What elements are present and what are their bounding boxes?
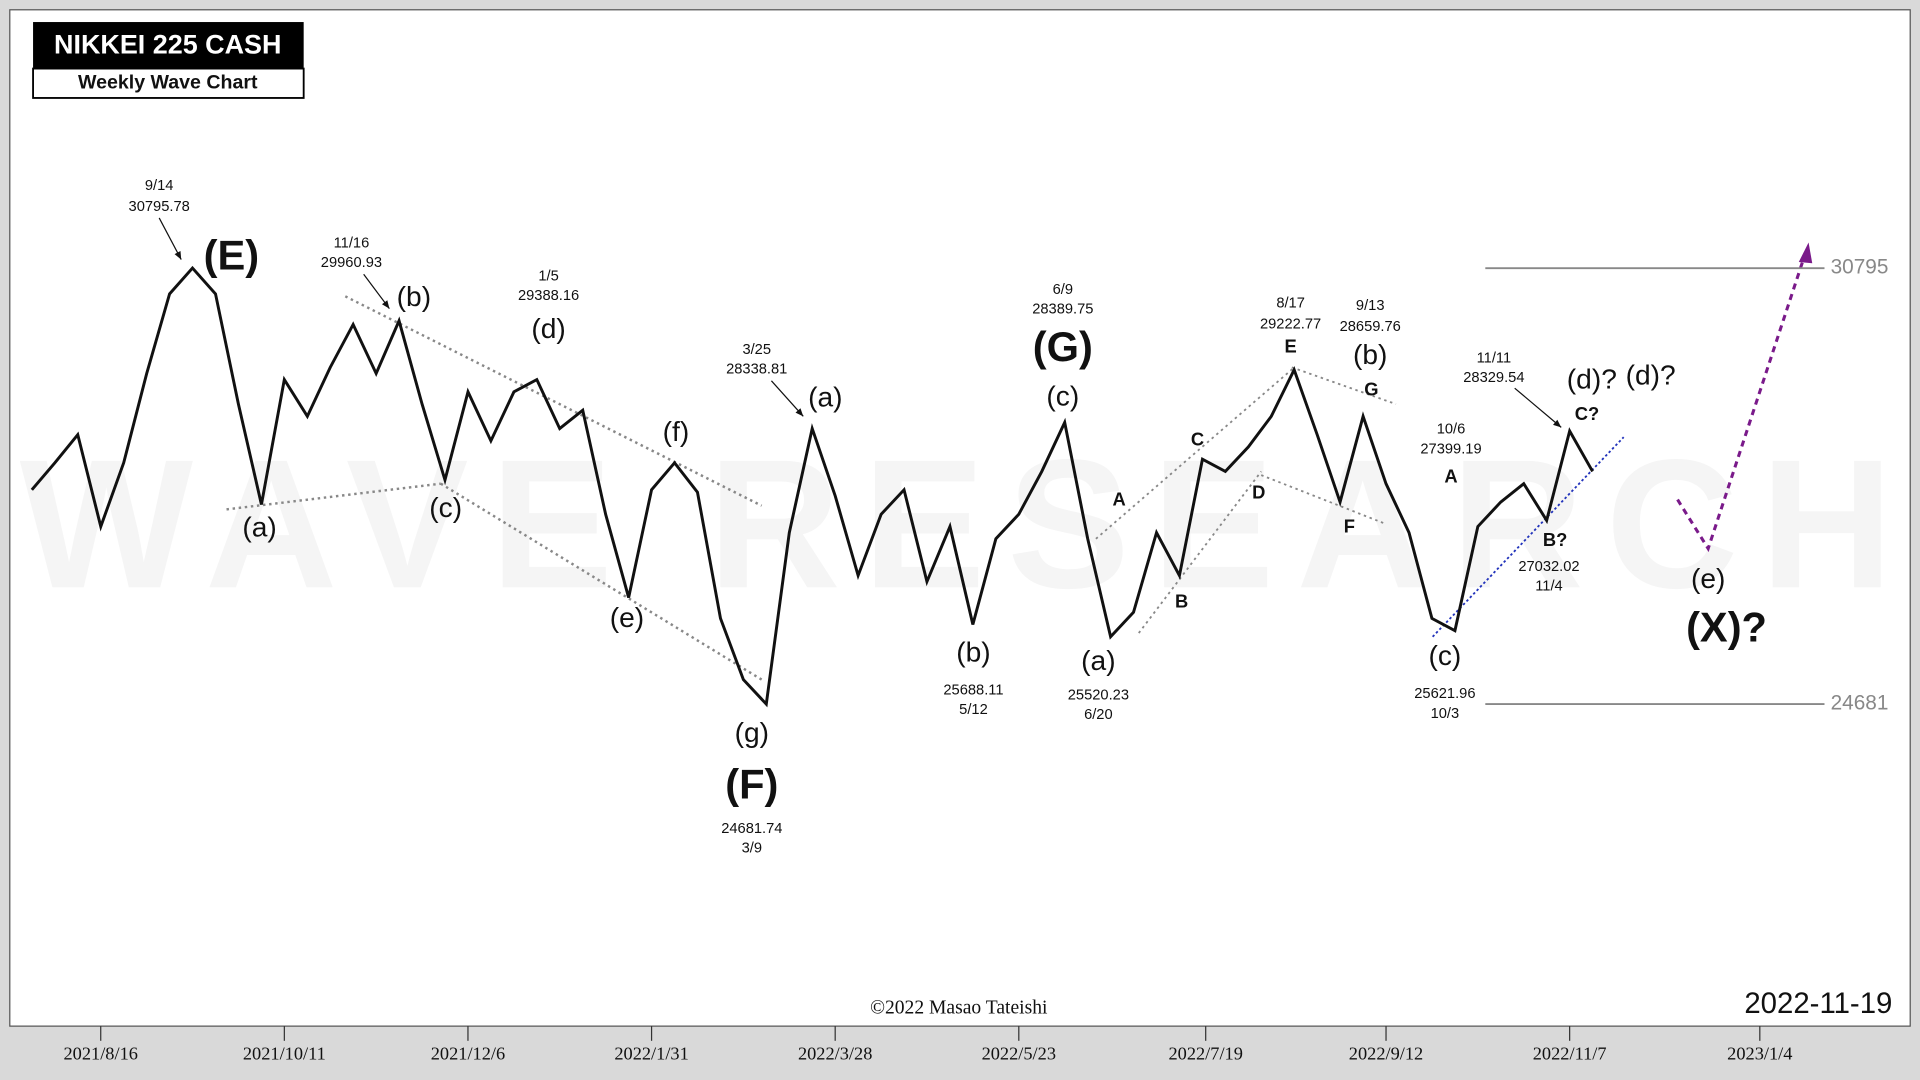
pointer-head [381, 300, 390, 309]
wave-label: 3/25 [742, 342, 771, 358]
wave-label: 10/6 [1437, 422, 1466, 438]
wave-label: 9/13 [1356, 298, 1385, 314]
x-tick-label: 2021/10/11 [243, 1044, 326, 1064]
wave-label: 3/9 [742, 840, 762, 856]
wave-label: (b) [1353, 339, 1387, 370]
wave-label: C? [1575, 403, 1599, 424]
wave-label: 1/5 [538, 269, 558, 285]
wave-label: 6/9 [1053, 282, 1073, 298]
wave-label: E [1284, 336, 1296, 357]
wave-label: 25621.96 [1414, 686, 1475, 702]
wave-label: 9/14 [145, 178, 174, 194]
price-line [30, 265, 1594, 708]
wave-label: (d) [531, 313, 565, 344]
copyright: ©2022 Masao Tateishi [870, 997, 1048, 1018]
watermark: WAVE RESEARCH [20, 421, 1915, 626]
x-tick-label: 2022/1/31 [614, 1044, 688, 1064]
reference-label: 30795 [1831, 256, 1889, 279]
wave-label: (d)? [1626, 360, 1676, 391]
wave-label: (X)? [1686, 604, 1767, 651]
trendline [1095, 366, 1295, 540]
trendline [344, 295, 763, 507]
wave-label: (G) [1033, 323, 1093, 370]
wave-label: (a) [808, 382, 842, 413]
wave-label: 30795.78 [129, 199, 190, 215]
wave-label: (f) [663, 416, 690, 447]
wave-label: 27399.19 [1420, 441, 1481, 457]
wave-label: 29222.77 [1260, 316, 1321, 332]
chart-date: 2022-11-19 [1744, 987, 1892, 1020]
trendline [1291, 366, 1397, 405]
x-tick-label: 2021/12/6 [431, 1044, 505, 1064]
wave-label: C [1191, 429, 1204, 450]
pointer [770, 380, 804, 417]
wave-label: 10/3 [1431, 706, 1460, 722]
wave-label: 11/4 [1535, 578, 1563, 594]
wave-label: 29960.93 [321, 255, 382, 271]
wave-label: B? [1543, 529, 1567, 550]
wave-label: (a) [242, 511, 276, 542]
wave-label: 24681.74 [721, 821, 782, 837]
wave-label: 28329.54 [1463, 370, 1524, 386]
wave-label: (e) [1691, 563, 1725, 594]
wave-label: (b) [956, 636, 990, 667]
trendline [226, 482, 441, 511]
wave-label: 11/16 [334, 236, 370, 252]
x-tick-label: 2022/5/23 [982, 1044, 1056, 1064]
wave-label: (a) [1081, 645, 1115, 676]
wave-label: 28338.81 [726, 362, 787, 378]
wave-label: B [1175, 590, 1188, 611]
wave-label: 11/11 [1477, 351, 1512, 367]
trendline [1260, 474, 1387, 525]
wave-label: (c) [1046, 380, 1079, 411]
x-tick-label: 2023/1/4 [1727, 1044, 1792, 1064]
trendline [440, 482, 763, 681]
x-tick-label: 2022/11/7 [1533, 1044, 1607, 1064]
chart-subtitle: Weekly Wave Chart [78, 71, 258, 93]
wave-label: (d)? [1567, 363, 1617, 394]
pointer-head [795, 408, 804, 417]
wave-label: (c) [1428, 640, 1461, 671]
plot-area [9, 9, 1911, 1027]
wave-label: A [1444, 465, 1457, 486]
subtitle-box [32, 67, 305, 99]
wave-label: (F) [725, 760, 778, 807]
x-tick-label: 2022/9/12 [1349, 1044, 1423, 1064]
wave-label: 25520.23 [1068, 687, 1129, 703]
wave-label: 5/12 [959, 702, 988, 718]
projection-arrow [1676, 254, 1807, 553]
pointer [1514, 387, 1562, 428]
wave-label: (b) [397, 281, 431, 312]
wave-label: (e) [610, 602, 644, 633]
title-box [33, 22, 304, 69]
pointer-head [174, 251, 182, 260]
wave-label: 27032.02 [1518, 559, 1579, 575]
pointer-head [1553, 419, 1562, 428]
wave-label: 28389.75 [1032, 302, 1093, 318]
wave-label: F [1344, 516, 1355, 537]
wave-label: (E) [204, 231, 260, 278]
wave-label: 28659.76 [1340, 319, 1401, 335]
x-tick-label: 2021/8/16 [63, 1044, 137, 1064]
x-tick-label: 2022/7/19 [1168, 1044, 1242, 1064]
arrow-head [1798, 242, 1813, 264]
wave-label: D [1252, 481, 1265, 502]
wave-label: 6/20 [1084, 707, 1113, 723]
wave-label: 25688.11 [943, 682, 1003, 698]
chart-title: NIKKEI 225 CASH [54, 30, 281, 60]
wave-label: 8/17 [1276, 296, 1305, 312]
wave-label: (c) [429, 492, 462, 523]
x-tick-label: 2022/3/28 [798, 1044, 872, 1064]
reference-label: 24681 [1831, 692, 1889, 715]
wave-label: G [1364, 378, 1378, 399]
wave-label: A [1113, 489, 1126, 510]
wave-label: 29388.16 [518, 288, 579, 304]
wave-label: (g) [735, 717, 769, 748]
